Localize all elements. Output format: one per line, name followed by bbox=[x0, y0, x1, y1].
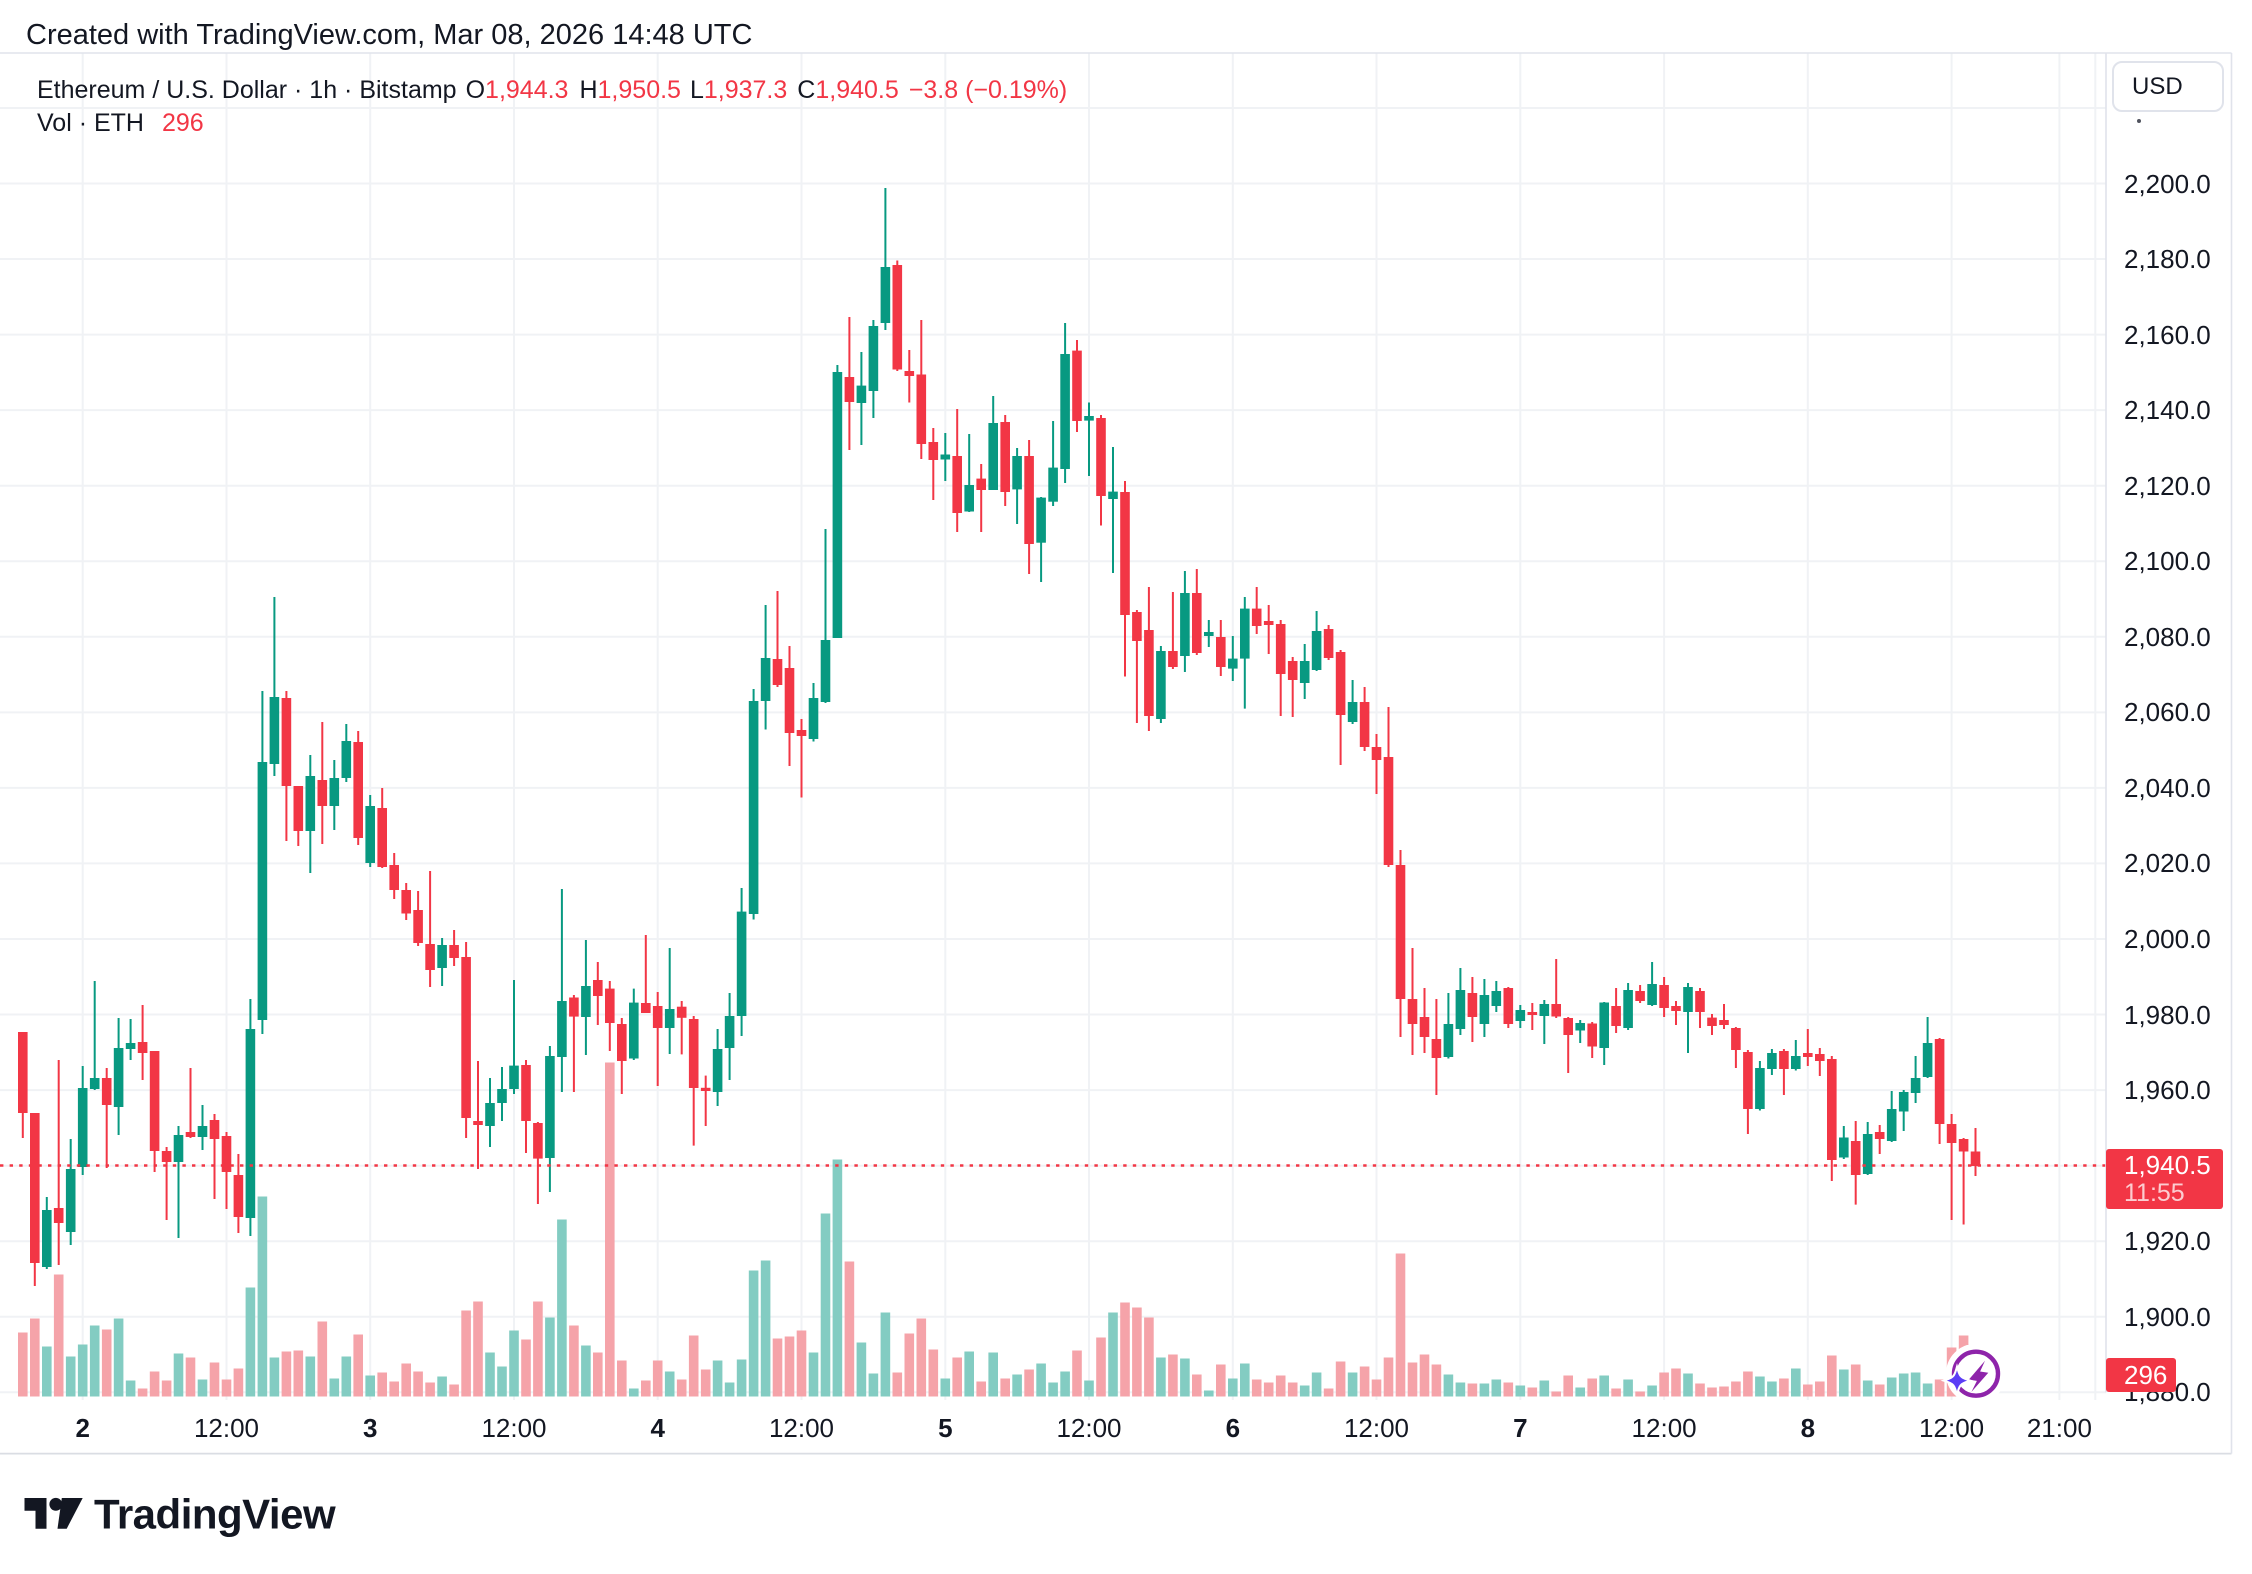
svg-text:TradingView: TradingView bbox=[94, 1491, 336, 1538]
